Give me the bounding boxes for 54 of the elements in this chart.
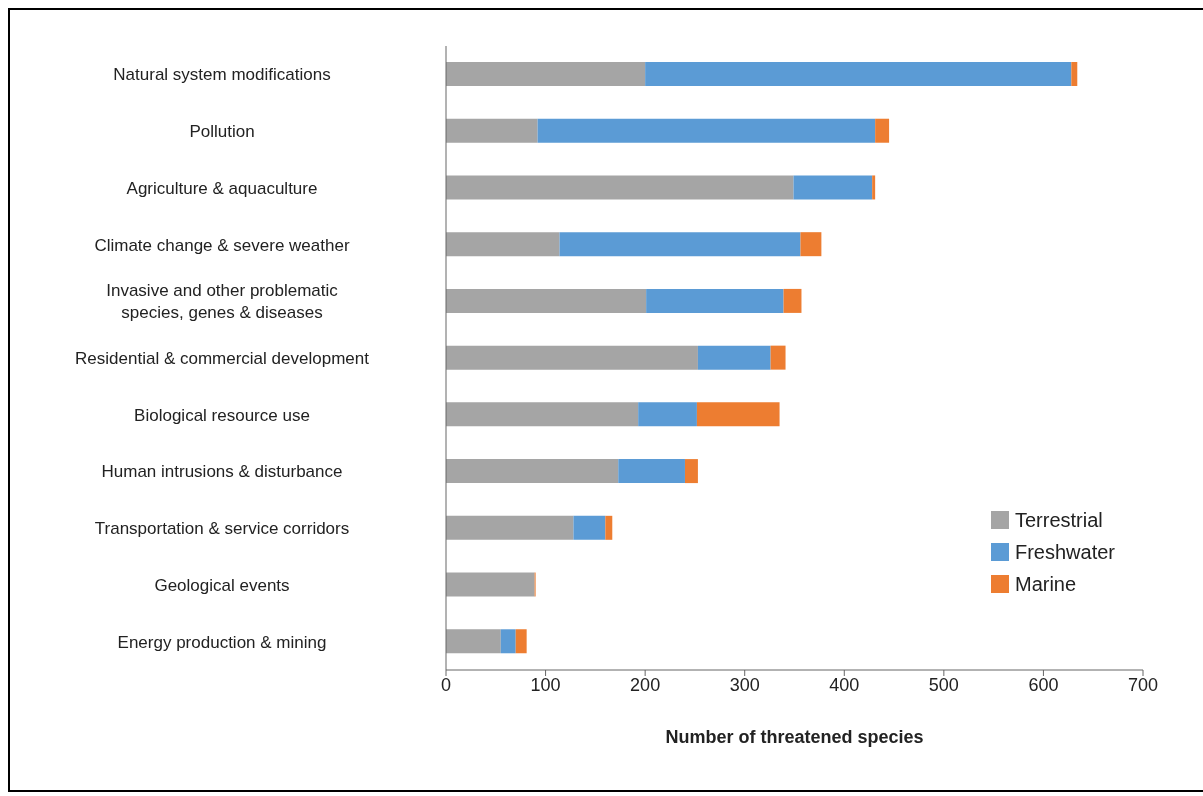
bar	[446, 572, 535, 597]
y-tick-label: Human intrusions & disturbance	[101, 461, 343, 481]
y-tick-label: Invasive and other problematic species, genes & diseases	[106, 280, 339, 322]
legend-label: Freshwater	[1014, 540, 1115, 565]
y-tick-label: Natural system modifications	[113, 64, 331, 84]
y-tick-label: Residential & commercial development	[75, 348, 370, 368]
x-tick-label: 200	[630, 674, 661, 695]
bar	[446, 118, 538, 143]
bar	[446, 629, 501, 654]
x-tick-label: 0	[440, 674, 452, 695]
bar	[446, 345, 698, 370]
bar	[515, 629, 527, 654]
bar	[646, 288, 784, 313]
bar	[645, 62, 1072, 86]
x-tick-label: 400	[829, 674, 860, 695]
y-tick-label: Energy production & mining	[117, 632, 327, 652]
y-tick-label: Agriculture & aquaculture	[126, 178, 318, 198]
bar	[537, 118, 876, 143]
legend-label: Marine	[1014, 572, 1077, 597]
bar	[696, 402, 780, 427]
x-tick-label: 500	[928, 674, 959, 695]
x-tick-label: 300	[729, 674, 760, 695]
bar	[573, 515, 606, 540]
bar	[605, 515, 613, 540]
bar	[875, 118, 890, 143]
bar	[446, 288, 647, 313]
bar	[638, 402, 697, 427]
bar	[446, 62, 646, 86]
bar	[793, 175, 873, 200]
x-axis-title: Number of threatened species	[665, 726, 924, 747]
bar	[446, 175, 794, 200]
x-tick-label: 100	[530, 674, 561, 695]
bar	[446, 232, 560, 257]
bar	[500, 629, 516, 654]
bar	[446, 515, 574, 540]
x-tick-label: 600	[1028, 674, 1059, 695]
bar	[770, 345, 786, 370]
y-tick-label: Transportation & service corridors	[94, 518, 350, 538]
y-tick-label: Geological events	[154, 575, 290, 595]
bar	[800, 232, 822, 257]
bar	[697, 345, 771, 370]
legend-label: Terrestrial	[1014, 508, 1103, 533]
bar	[684, 459, 698, 484]
bar	[1071, 62, 1078, 86]
bar	[872, 175, 876, 200]
x-tick-label: 700	[1127, 674, 1159, 695]
y-tick-label: Biological resource use	[134, 405, 310, 425]
bar	[446, 459, 619, 484]
bar	[783, 288, 802, 313]
y-tick-label: Climate change & severe weather	[94, 235, 350, 255]
bar	[618, 459, 685, 484]
bar	[559, 232, 801, 257]
bar	[446, 402, 639, 427]
y-tick-label: Pollution	[189, 121, 255, 141]
